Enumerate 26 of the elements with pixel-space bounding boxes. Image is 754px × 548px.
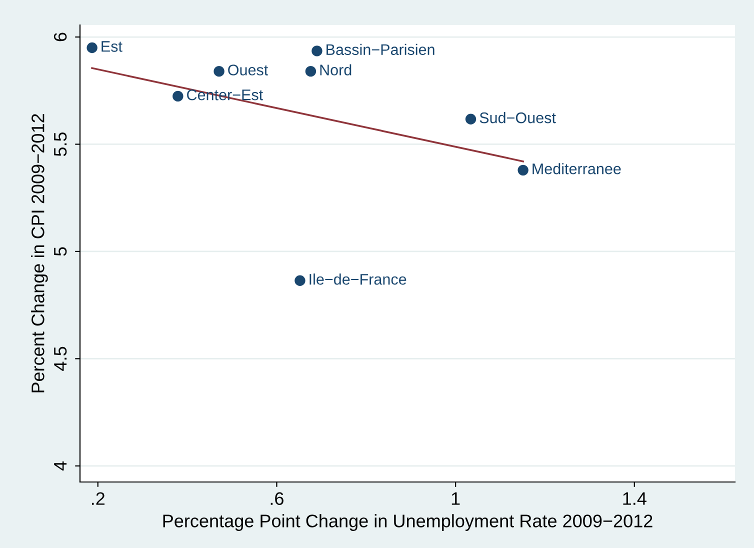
point: [86, 42, 98, 54]
y-tick-label: 5.5: [54, 132, 67, 156]
point: [294, 275, 306, 286]
annotation: Est: [102, 41, 122, 52]
y-tick-label: 4: [54, 461, 67, 471]
y-axis-title: Percent Change in CPI 2009−2012: [31, 114, 48, 392]
x-tick-label: 1: [452, 492, 460, 505]
annotation: Bassin−Parisien: [326, 44, 434, 56]
point: [518, 164, 528, 176]
point: [305, 66, 316, 77]
x-axis-title: Percentage Point Change in Unemployment Rate 2009−2012: [163, 514, 652, 531]
annotation: Ile−de−France: [310, 274, 406, 285]
y-tick-label: 5: [54, 247, 67, 256]
point: [465, 114, 476, 124]
x-tick-label: .6: [270, 492, 284, 505]
x-tick-label: 1.4: [623, 492, 646, 505]
y-tick-label: 6: [54, 32, 67, 42]
annotation: Sud−Ouest: [480, 112, 556, 124]
annotation: Nord: [320, 64, 352, 76]
y-tick-label: 4.5: [54, 346, 67, 371]
annotation: Mediterranee: [532, 163, 621, 174]
point: [214, 66, 224, 77]
annotation: Ouest: [228, 64, 268, 76]
point: [312, 46, 322, 56]
point: [172, 90, 184, 102]
x-tick-label: .2: [92, 492, 105, 505]
